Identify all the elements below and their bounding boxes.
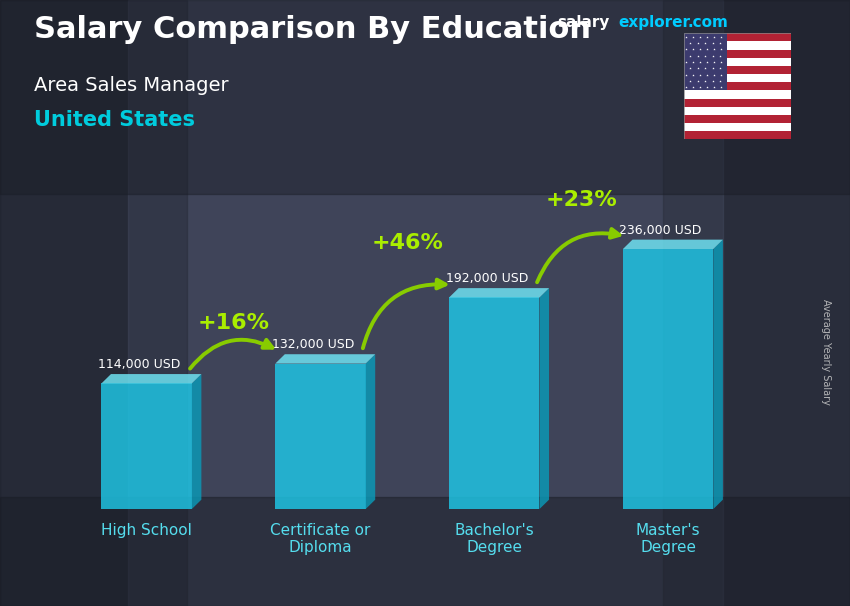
Text: United States: United States <box>34 110 195 130</box>
Bar <box>684 33 790 41</box>
Text: Salary Comparison By Education: Salary Comparison By Education <box>34 15 591 44</box>
Bar <box>0 0 187 606</box>
Bar <box>684 90 790 99</box>
Text: +16%: +16% <box>197 313 269 333</box>
Polygon shape <box>101 374 201 384</box>
Polygon shape <box>192 374 201 509</box>
Text: 236,000 USD: 236,000 USD <box>620 224 702 237</box>
Bar <box>275 364 366 509</box>
Text: .com: .com <box>688 15 728 30</box>
Bar <box>128 0 722 606</box>
Polygon shape <box>366 355 375 509</box>
Bar <box>684 50 790 58</box>
Bar <box>684 58 790 66</box>
Bar <box>663 0 850 606</box>
Polygon shape <box>623 239 722 249</box>
Bar <box>684 66 790 74</box>
Bar <box>0 0 850 194</box>
Bar <box>684 123 790 132</box>
Polygon shape <box>713 239 722 509</box>
Bar <box>684 82 790 90</box>
Polygon shape <box>449 288 549 298</box>
Text: +23%: +23% <box>546 190 617 210</box>
Polygon shape <box>275 355 375 364</box>
Text: explorer: explorer <box>618 15 690 30</box>
Bar <box>101 384 192 509</box>
Text: salary: salary <box>557 15 609 30</box>
Text: 132,000 USD: 132,000 USD <box>272 339 354 351</box>
Bar <box>684 33 727 90</box>
Text: Area Sales Manager: Area Sales Manager <box>34 76 229 95</box>
Bar <box>684 107 790 115</box>
Text: 192,000 USD: 192,000 USD <box>445 272 528 285</box>
Bar <box>684 41 790 50</box>
Bar <box>449 298 540 509</box>
Bar <box>0 497 850 606</box>
Bar <box>684 132 790 139</box>
Text: 114,000 USD: 114,000 USD <box>98 358 180 371</box>
Text: +46%: +46% <box>371 233 444 253</box>
Polygon shape <box>540 288 549 509</box>
Bar <box>684 74 790 82</box>
Bar <box>623 249 713 509</box>
Bar <box>684 115 790 123</box>
Text: Average Yearly Salary: Average Yearly Salary <box>821 299 831 404</box>
Bar <box>684 99 790 107</box>
